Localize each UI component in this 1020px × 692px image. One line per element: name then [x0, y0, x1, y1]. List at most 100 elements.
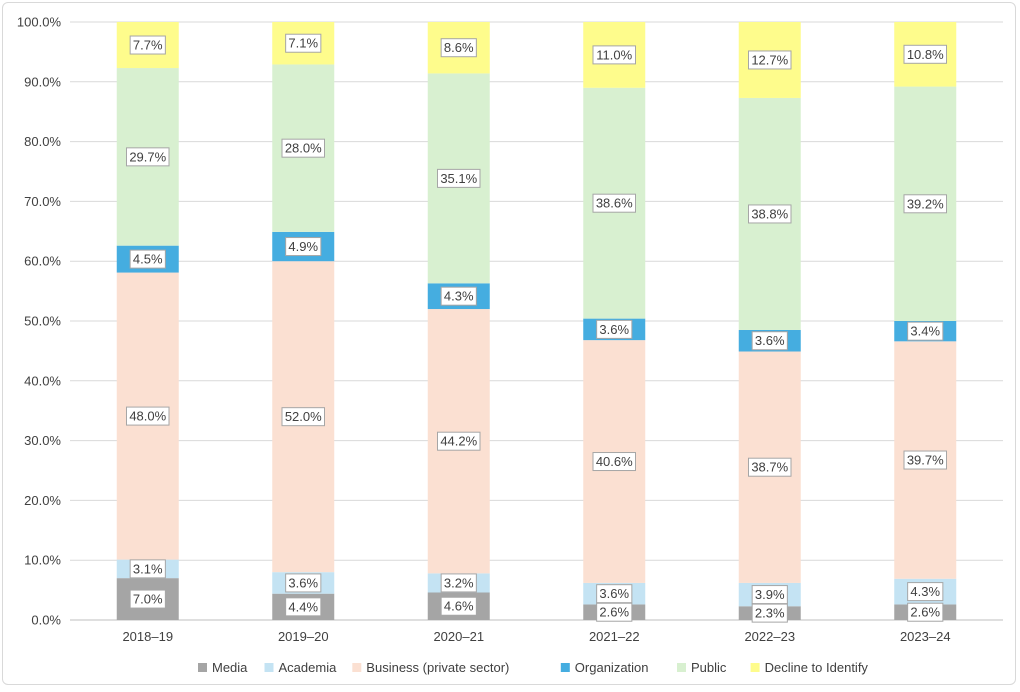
data-label-box [907, 582, 944, 602]
data-label: 35.1% [440, 171, 477, 186]
legend-swatch [352, 663, 362, 672]
data-label-box [751, 585, 788, 605]
data-label: 12.7% [751, 52, 788, 67]
legend-swatch [264, 663, 274, 672]
data-label-box [903, 194, 947, 214]
data-label-box [440, 38, 477, 58]
y-tick-label: 100.0% [17, 15, 62, 30]
data-label-box [285, 33, 322, 53]
data-label: 2.6% [599, 605, 629, 620]
data-label: 4.3% [910, 584, 940, 599]
y-tick-label: 90.0% [24, 74, 61, 89]
data-label: 8.6% [444, 40, 474, 55]
legend-label: Public [691, 660, 727, 675]
x-tick-label: 2023–24 [900, 629, 951, 644]
data-label: 3.6% [599, 322, 629, 337]
data-label-box [751, 331, 788, 351]
data-label: 3.2% [444, 575, 474, 590]
data-label-box [596, 319, 633, 339]
data-label: 4.3% [444, 289, 474, 304]
data-label: 52.0% [285, 409, 322, 424]
data-label-box [903, 44, 947, 64]
data-label-box [592, 452, 636, 472]
x-tick-label: 2021–22 [589, 629, 640, 644]
x-tick-label: 2020–21 [433, 629, 484, 644]
data-label: 29.7% [129, 149, 166, 164]
data-label: 4.6% [444, 599, 474, 614]
data-label: 38.8% [751, 206, 788, 221]
data-label-box [907, 602, 944, 622]
y-tick-label: 10.0% [24, 553, 61, 568]
legend-label: Media [212, 660, 248, 675]
legend-swatch [198, 663, 207, 672]
data-label-box [285, 597, 322, 617]
data-label: 48.0% [129, 409, 166, 424]
data-label: 4.9% [288, 239, 318, 254]
data-label-box [281, 407, 325, 427]
data-label-box [285, 573, 322, 593]
data-label: 11.0% [596, 47, 632, 62]
data-label: 4.5% [133, 252, 163, 267]
data-label-box [437, 431, 481, 451]
data-label: 10.8% [907, 47, 944, 62]
legend-swatch [677, 663, 686, 672]
data-label: 38.6% [596, 196, 633, 211]
y-tick-label: 20.0% [24, 493, 61, 508]
y-tick-label: 70.0% [24, 194, 61, 209]
data-label: 4.4% [288, 599, 318, 614]
data-label-box [440, 286, 477, 306]
legend-swatch [750, 663, 760, 672]
data-label: 7.7% [133, 38, 163, 53]
y-tick-label: 30.0% [24, 433, 61, 448]
x-tick-label: 2019–20 [278, 629, 329, 644]
y-tick-label: 40.0% [24, 373, 61, 388]
data-label-box [437, 168, 481, 188]
data-label: 7.0% [133, 592, 163, 607]
data-label: 3.6% [599, 586, 629, 601]
data-label-box [592, 45, 636, 65]
x-tick-label: 2018–19 [122, 629, 173, 644]
data-label-box [903, 450, 947, 470]
legend-swatch [560, 663, 570, 672]
data-label-box [129, 35, 166, 55]
data-label-box [126, 147, 170, 167]
data-label: 28.0% [285, 141, 322, 156]
data-label: 39.2% [907, 196, 944, 211]
y-tick-label: 60.0% [24, 254, 61, 269]
data-label-box [440, 573, 477, 593]
y-tick-label: 50.0% [24, 314, 61, 329]
legend-label: Organization [575, 660, 649, 675]
data-label-box [281, 138, 325, 158]
legend-label: Academia [279, 660, 338, 675]
data-label-box [907, 321, 944, 341]
x-tick-label: 2022–23 [744, 629, 795, 644]
data-label: 3.6% [755, 333, 785, 348]
data-label-box [129, 589, 166, 609]
data-label-box [748, 204, 792, 224]
data-label-box [129, 559, 166, 579]
data-label: 7.1% [288, 36, 318, 51]
data-label: 39.7% [907, 453, 944, 468]
stacked-bar-chart: 0.0% 10.0% 20.0% 30.0% 40.0% 50.0% 60.0% 70.0% 8… [17, 15, 1003, 675]
data-label: 3.9% [755, 587, 785, 602]
data-label-box [440, 596, 477, 616]
legend-label: Decline to Identify [765, 660, 869, 675]
data-label-box [126, 406, 170, 426]
legend-label: Business (private sector) [366, 660, 509, 675]
data-label-box [596, 584, 633, 604]
data-label: 3.6% [288, 575, 318, 590]
y-tick-label: 80.0% [24, 134, 61, 149]
data-label: 2.3% [755, 606, 785, 621]
y-tick-label: 0.0% [31, 613, 61, 628]
data-label: 38.7% [751, 460, 788, 475]
data-label-box [592, 193, 636, 213]
data-label-box [748, 50, 792, 70]
data-label: 3.1% [133, 561, 163, 576]
data-label: 3.4% [910, 324, 940, 339]
data-label-box [751, 603, 788, 623]
data-label-box [129, 249, 166, 269]
data-label-box [596, 602, 633, 622]
data-label: 40.6% [596, 454, 633, 469]
data-label: 2.6% [910, 605, 940, 620]
data-label-box [748, 457, 792, 477]
